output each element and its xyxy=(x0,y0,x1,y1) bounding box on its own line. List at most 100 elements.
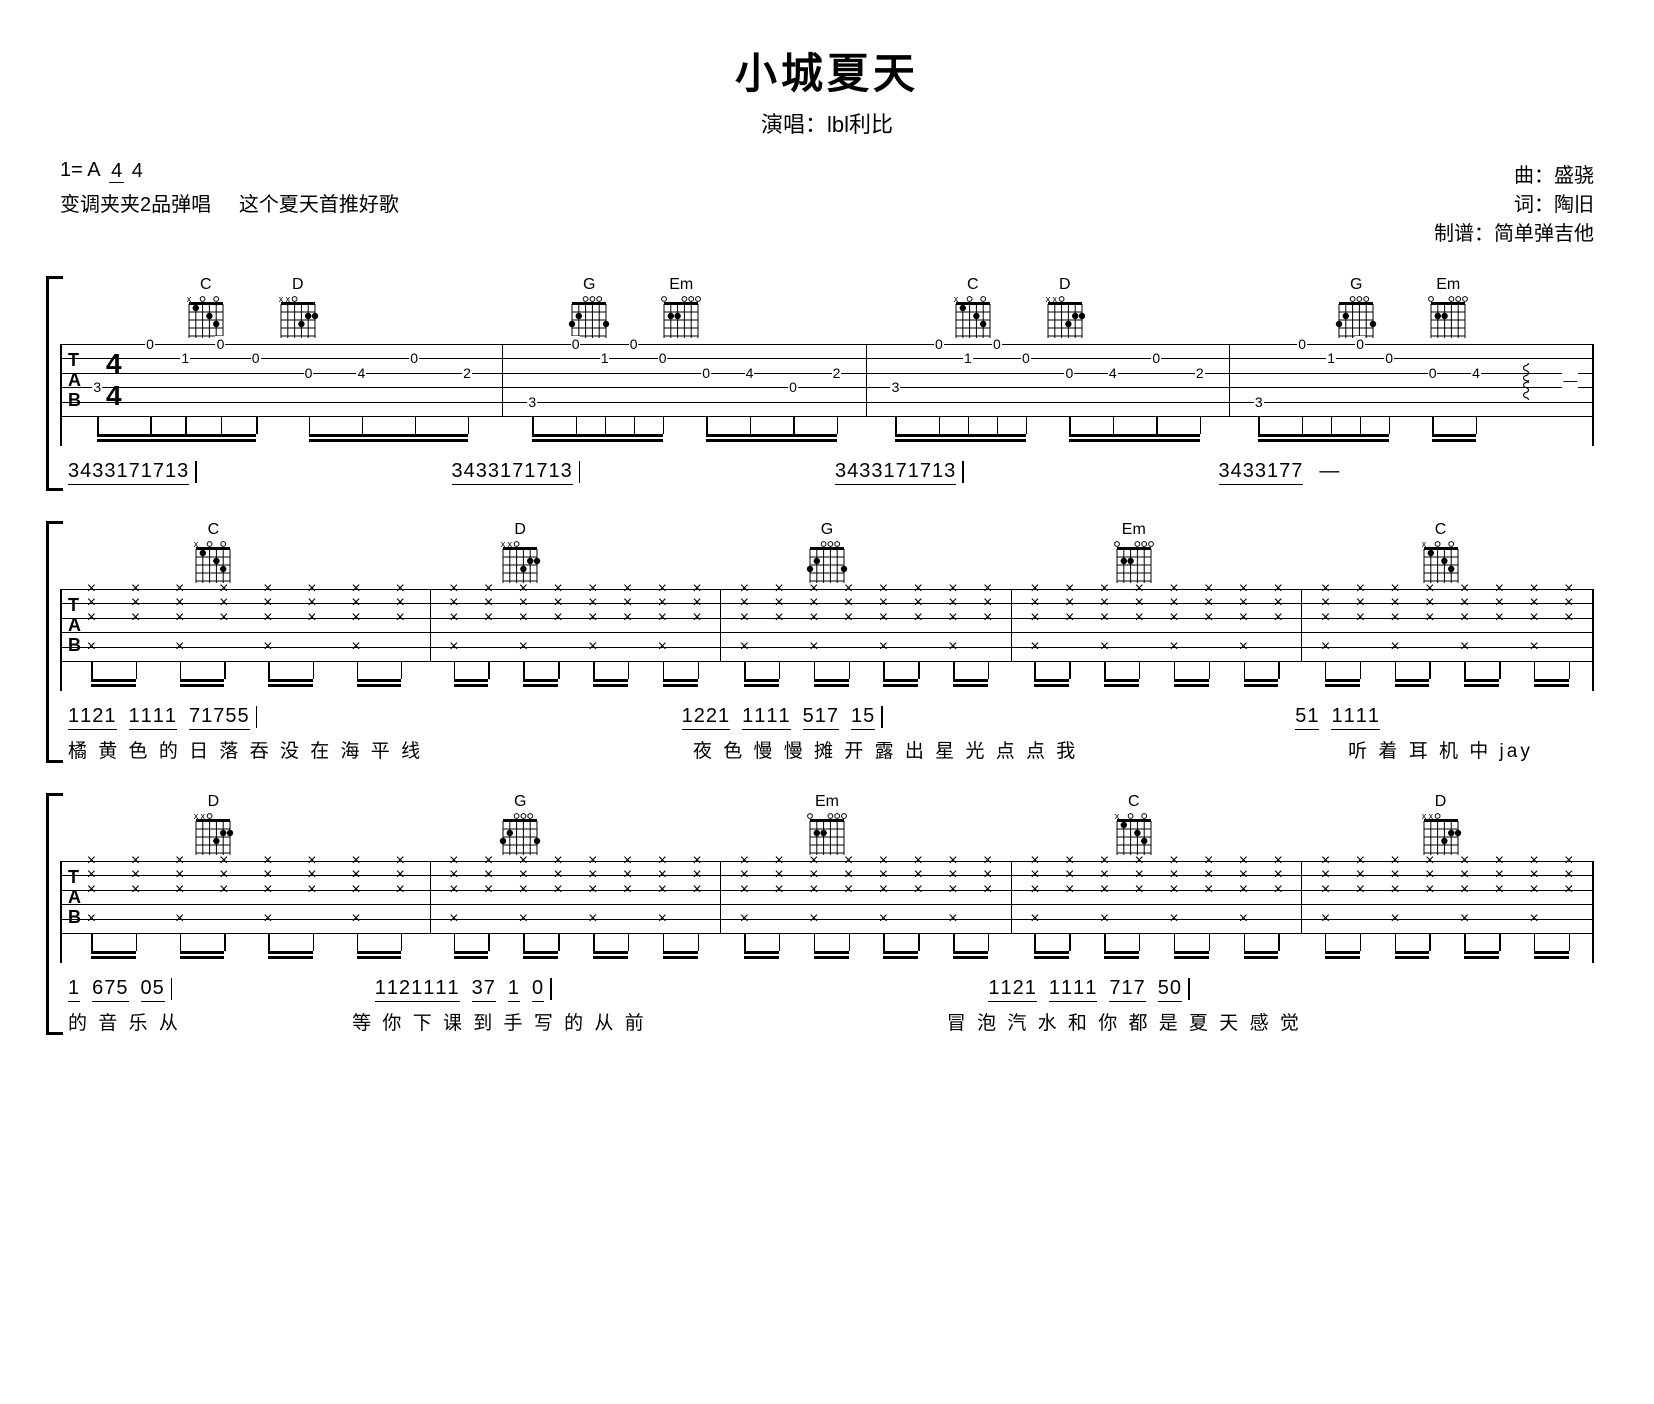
svg-text:x: x xyxy=(1052,296,1057,304)
chord-diagram-icon: x xyxy=(1113,813,1155,857)
chord-cell: Em xyxy=(980,521,1287,585)
bar: 301000402 xyxy=(503,344,866,416)
chord-name: C xyxy=(952,276,994,294)
bar: ×××××××××××××××××××××××××××× xyxy=(431,861,722,933)
svg-text:x: x xyxy=(187,296,192,304)
fret-number: 0 xyxy=(701,365,711,381)
stems xyxy=(1229,416,1592,446)
chord-box: Dxx xyxy=(499,521,541,585)
chord-name: Em xyxy=(1113,521,1155,539)
chord-box: G xyxy=(568,276,610,340)
composer: 盛骁 xyxy=(1554,165,1594,187)
chord-cell: Dxx xyxy=(367,521,674,585)
chord-diagram-icon: xx xyxy=(1420,813,1462,857)
fret-number: 0 xyxy=(629,336,639,352)
bar: ×××××××××××××××××××××××××××× xyxy=(1302,861,1592,933)
chord-name: C xyxy=(192,521,234,539)
chord-box: Cx xyxy=(1113,793,1155,857)
bar: ×××××××××××××××××××××××××××× xyxy=(431,589,722,661)
lyrics-cell: 的 音 乐 从 xyxy=(60,1008,344,1035)
stems xyxy=(430,933,720,963)
chord-diagram-icon xyxy=(806,813,848,857)
jianpu-cell xyxy=(674,977,981,1002)
stems xyxy=(1011,661,1301,691)
song-title: 小城夏天 xyxy=(60,40,1594,101)
system: DxxGEmCxDxxTAB××××××××××××××××××××××××××… xyxy=(60,793,1594,1035)
jianpu-cell: 1121111171750 xyxy=(980,977,1287,1002)
stems xyxy=(62,933,430,963)
chord-diagram-icon: xx xyxy=(192,813,234,857)
lyrics-cell: 夜 色 慢 慢 摊 开 露 出 星 光 点 点 我 xyxy=(685,736,1086,763)
chord-box: Dxx xyxy=(1044,276,1086,340)
jianpu-cell xyxy=(1287,977,1594,1002)
stems-row xyxy=(62,933,1592,963)
chord-cell: GEm xyxy=(1211,276,1595,340)
fret-number: 1 xyxy=(1326,350,1336,366)
chord-cell: Dxx xyxy=(1287,793,1594,857)
chord-diagram-icon: x xyxy=(192,541,234,585)
rest-dash: — xyxy=(1562,372,1578,388)
fret-number: 1 xyxy=(963,350,973,366)
tab-author-label: 制谱： xyxy=(1434,223,1494,245)
svg-text:x: x xyxy=(194,813,199,821)
bar: 301000402 xyxy=(62,344,503,416)
lyrics-cell xyxy=(431,736,685,763)
system: CxDxxGEmCxDxxGEmTAB443010004023010004023… xyxy=(60,276,1594,491)
stems xyxy=(1011,933,1301,963)
chord-diagram-icon xyxy=(1427,296,1469,340)
chord-name: C xyxy=(1420,521,1462,539)
jianpu-row: 167505112111137101121111171750 xyxy=(60,977,1594,1002)
chord-cell: Cx Dx x xyxy=(60,276,444,340)
jianpu-row: 3433171713343317171334331717133433177— xyxy=(60,460,1594,485)
chord-name: D xyxy=(277,276,319,294)
jianpu-cell: 1221111151715 xyxy=(674,705,981,730)
fret-number: 3 xyxy=(1254,394,1264,410)
chord-diagram-icon xyxy=(1113,541,1155,585)
fret-number: 1 xyxy=(600,350,610,366)
system: CxDxxGEmCxTAB×××××××××××××××××××××××××××… xyxy=(60,521,1594,763)
jianpu-cell: 3433171713 xyxy=(827,460,1211,485)
jianpu-cell xyxy=(980,705,1287,730)
chord-box: Em xyxy=(660,276,702,340)
lyrics-row: 的 音 乐 从等 你 下 课 到 手 写 的 从 前冒 泡 汽 水 和 你 都 … xyxy=(60,1008,1594,1035)
stems xyxy=(62,416,503,446)
fret-number: 4 xyxy=(1108,365,1118,381)
meta-right: 曲：盛骁 词：陶旧 制谱：简单弹吉他 xyxy=(1434,159,1594,246)
chord-box: Cx xyxy=(185,276,227,340)
jianpu-row: 11211111717551221111151715511111 xyxy=(60,705,1594,730)
tab-staff: TAB×××××××××××××××××××××××××××××××××××××… xyxy=(60,589,1594,691)
jianpu-cell: 1121111171755 xyxy=(60,705,367,730)
fret-number: 0 xyxy=(1064,365,1074,381)
jianpu-cell: 11211113710 xyxy=(367,977,674,1002)
chord-box: Em xyxy=(1427,276,1469,340)
bar: 301000402 xyxy=(867,344,1230,416)
key-prefix: 1= xyxy=(60,159,83,181)
svg-text:x: x xyxy=(954,296,959,304)
chord-box: Em xyxy=(806,793,848,857)
tab-staff: TAB×××××××××××××××××××××××××××××××××××××… xyxy=(60,861,1594,963)
lyrics-cell xyxy=(1086,736,1340,763)
systems-container: CxDxxGEmCxDxxGEmTAB443010004023010004023… xyxy=(60,276,1594,1035)
svg-text:x: x xyxy=(1115,813,1120,821)
bar: ×××××××××××××××××××××××××××× xyxy=(1012,589,1303,661)
jianpu-cell xyxy=(367,705,674,730)
stems-row xyxy=(62,661,1592,691)
svg-text:x: x xyxy=(201,813,206,821)
svg-text:x: x xyxy=(279,296,284,304)
lyricist-label: 词： xyxy=(1514,194,1554,216)
fret-number: 0 xyxy=(658,350,668,366)
svg-text:x: x xyxy=(1421,813,1426,821)
fret-number: 0 xyxy=(934,336,944,352)
fret-number: 0 xyxy=(1384,350,1394,366)
chord-box: Em xyxy=(1113,521,1155,585)
chord-name: Em xyxy=(806,793,848,811)
fret-number: 2 xyxy=(462,365,472,381)
svg-text:x: x xyxy=(194,541,199,549)
chord-cell: G xyxy=(367,793,674,857)
chord-box: Cx xyxy=(192,521,234,585)
stems xyxy=(1302,933,1592,963)
bar: ×××××××××××××××××××××××××××× xyxy=(1012,861,1303,933)
svg-text:x: x xyxy=(501,541,506,549)
chord-box: Dxx xyxy=(1420,793,1462,857)
fret-number: 0 xyxy=(409,350,419,366)
